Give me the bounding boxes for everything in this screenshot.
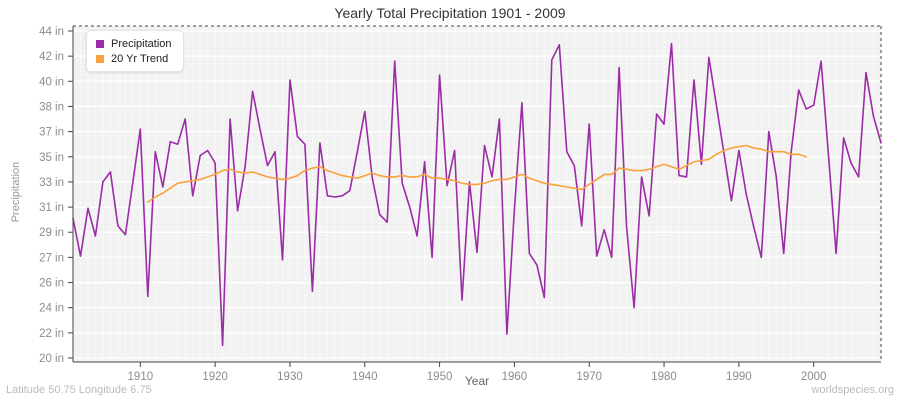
chart-title: Yearly Total Precipitation 1901 - 2009	[334, 5, 566, 21]
precipitation-line	[72, 42, 882, 347]
legend-swatch-precipitation	[96, 39, 104, 48]
y-tick-label: 22 in	[39, 328, 64, 340]
legend-item-precipitation: Precipitation	[96, 36, 172, 51]
x-tick-label: 1960	[502, 371, 528, 383]
footer-watermark: worldspecies.org	[811, 384, 894, 396]
footer-coordinates: Latitude 50.75 Longitude 6.75	[6, 384, 152, 396]
x-tick-label: 2000	[801, 371, 827, 383]
x-axis-label: Year	[464, 374, 490, 388]
y-tick-label: 33 in	[39, 177, 64, 189]
x-tick-label: 1910	[128, 371, 154, 383]
y-tick-label: 20 in	[39, 353, 64, 365]
y-tick-label: 37 in	[39, 127, 64, 139]
y-tick-label: 29 in	[39, 227, 64, 239]
y-tick-label: 26 in	[39, 278, 64, 290]
legend: Precipitation 20 Yr Trend	[86, 30, 184, 72]
y-tick-label: 42 in	[39, 51, 64, 63]
x-tick-label: 1970	[576, 371, 602, 383]
y-tick-label: 44 in	[39, 26, 64, 38]
x-tick-label: 1930	[277, 371, 303, 383]
y-tick-label: 24 in	[39, 303, 64, 315]
legend-item-trend: 20 Yr Trend	[96, 51, 172, 66]
x-tick-label: 1950	[427, 371, 453, 383]
x-tick-label: 1940	[352, 371, 378, 383]
x-tick-label: 1980	[651, 371, 677, 383]
x-tick-label: 1990	[726, 371, 752, 383]
legend-swatch-trend	[96, 54, 104, 63]
y-tick-label: 27 in	[39, 252, 64, 264]
trend-line	[147, 144, 808, 203]
y-tick-label: 38 in	[39, 101, 64, 113]
y-tick-label: 31 in	[39, 202, 64, 214]
y-tick-label: 35 in	[39, 152, 64, 164]
y-axis-label: Precipitation	[10, 161, 22, 223]
x-tick-label: 1920	[202, 371, 228, 383]
legend-label-trend: 20 Yr Trend	[111, 52, 169, 65]
legend-label-precipitation: Precipitation	[111, 37, 172, 50]
y-tick-label: 40 in	[39, 76, 64, 88]
